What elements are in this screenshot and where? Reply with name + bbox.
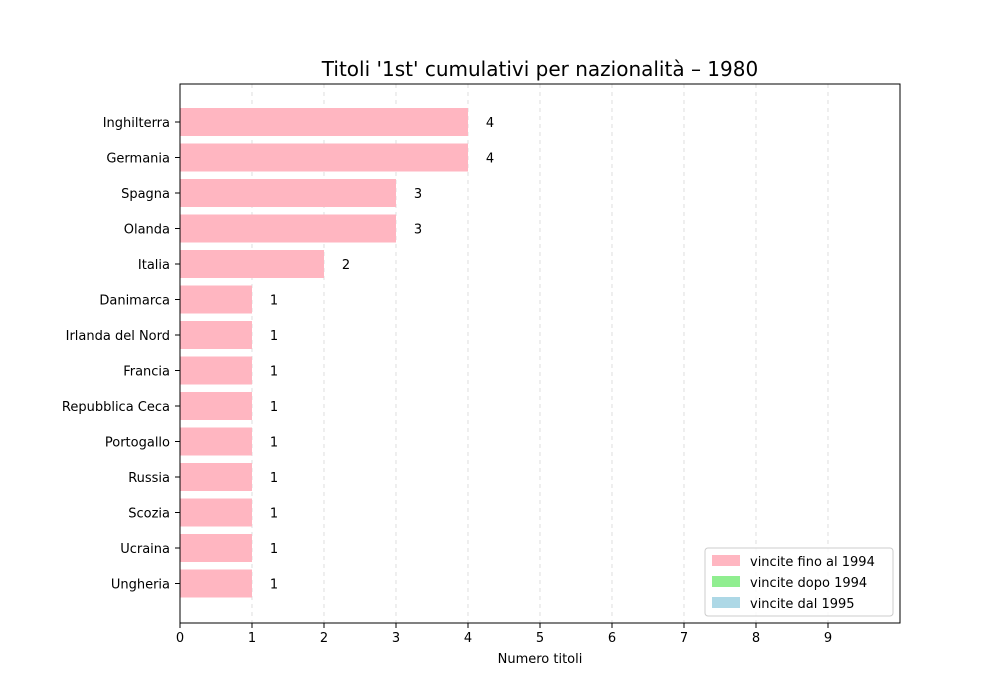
- bar: [180, 108, 468, 136]
- data-label: 1: [270, 471, 278, 486]
- data-label: 1: [270, 578, 278, 593]
- bar: [180, 285, 252, 314]
- y-tick-label: Inghilterra: [103, 116, 170, 131]
- y-tick-label: Scozia: [128, 507, 170, 522]
- y-tick-label: Italia: [138, 258, 170, 273]
- data-label: 4: [486, 116, 494, 131]
- x-tick-label: 9: [824, 631, 832, 646]
- bar: [180, 321, 252, 349]
- data-label: 1: [270, 294, 278, 309]
- x-tick-label: 2: [320, 631, 328, 646]
- bar: [180, 179, 396, 207]
- bar: [180, 463, 252, 491]
- y-tick-label: Olanda: [124, 223, 170, 238]
- y-tick-label: Repubblica Ceca: [62, 400, 170, 415]
- data-label: 2: [342, 258, 350, 273]
- legend-swatch: [712, 576, 740, 587]
- legend-box: [704, 547, 894, 617]
- legend-swatch: [712, 555, 740, 566]
- y-tick-label: Danimarca: [99, 294, 170, 309]
- legend-swatch: [712, 597, 740, 608]
- x-tick-label: 6: [608, 631, 616, 646]
- data-label: 1: [270, 542, 278, 557]
- x-tick-label: 8: [752, 631, 760, 646]
- bar: [180, 250, 324, 278]
- data-label: 1: [270, 507, 278, 522]
- y-tick-label: Russia: [128, 471, 170, 486]
- legend: vincite fino al 1994 vincite dopo 1994 vin…: [704, 547, 894, 617]
- x-axis-ticks: 0 1 2 3 4 5 6 7 8 9: [176, 623, 832, 646]
- chart-title: Titoli '1st' cumulativi per nazionalità …: [321, 57, 758, 81]
- y-tick-label: Spagna: [121, 187, 170, 202]
- data-label: 3: [414, 223, 422, 238]
- grid-lines: [251, 84, 829, 623]
- y-tick-label: Ungheria: [111, 578, 170, 593]
- x-tick-label: 7: [680, 631, 688, 646]
- y-axis-ticks: Inghilterra Germania Spagna Olanda Italia Dan…: [62, 116, 180, 593]
- data-label: 4: [486, 152, 494, 167]
- bar: [180, 427, 252, 456]
- bar: [180, 534, 252, 562]
- legend-label: vincite dal 1995: [750, 597, 855, 612]
- x-tick-label: 3: [392, 631, 400, 646]
- y-tick-label: Francia: [123, 365, 170, 380]
- data-label: 1: [270, 329, 278, 344]
- bars: [180, 108, 468, 598]
- y-tick-label: Irlanda del Nord: [66, 329, 170, 344]
- bar: [180, 498, 252, 527]
- x-tick-label: 4: [464, 631, 472, 646]
- x-axis-label: Numero titoli: [498, 652, 583, 667]
- y-tick-label: Portogallo: [105, 436, 170, 451]
- data-label: 3: [414, 187, 422, 202]
- legend-label: vincite fino al 1994: [750, 555, 875, 570]
- x-tick-label: 0: [176, 631, 184, 646]
- bar: [180, 214, 396, 243]
- x-tick-label: 1: [248, 631, 256, 646]
- data-label: 1: [270, 365, 278, 380]
- y-tick-label: Germania: [106, 152, 170, 167]
- bar: [180, 569, 252, 598]
- value-labels: 4 4 3 3 2 1 1 1 1 1 1 1 1 1: [270, 116, 494, 593]
- legend-label: vincite dopo 1994: [750, 576, 867, 591]
- bar: [180, 143, 468, 172]
- y-tick-label: Ucraina: [120, 542, 170, 557]
- data-label: 1: [270, 436, 278, 451]
- bar: [180, 356, 252, 385]
- data-label: 1: [270, 400, 278, 415]
- bar: [180, 392, 252, 420]
- x-tick-label: 5: [536, 631, 544, 646]
